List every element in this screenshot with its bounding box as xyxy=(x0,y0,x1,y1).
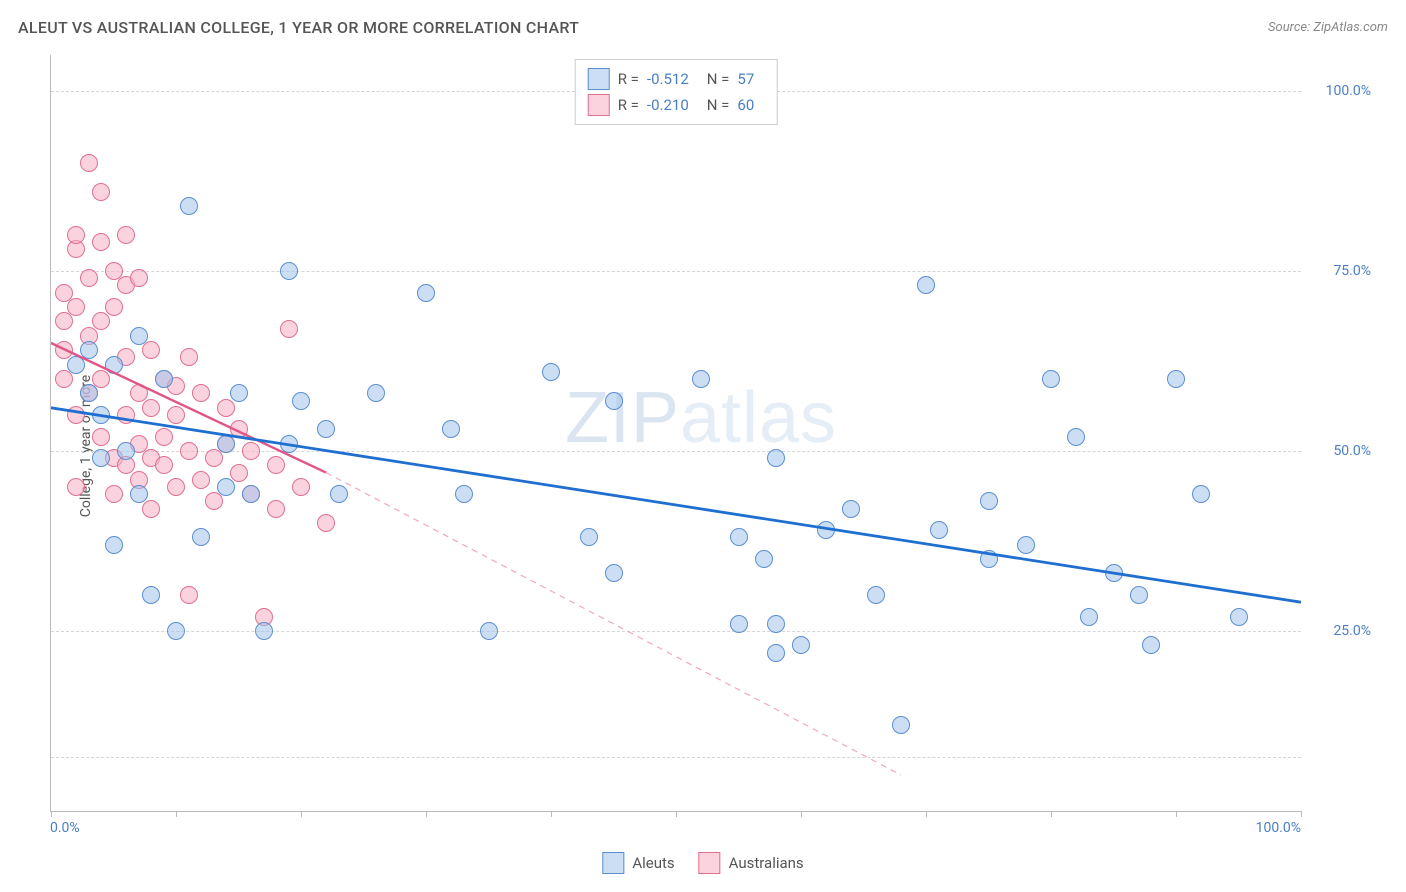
aleuts-point xyxy=(117,442,135,460)
aleuts-point xyxy=(980,492,998,510)
chart-title: ALEUT VS AUSTRALIAN COLLEGE, 1 YEAR OR M… xyxy=(18,18,579,37)
aleuts-points-layer xyxy=(51,55,1301,811)
aleuts-point xyxy=(542,363,560,381)
aleuts-point xyxy=(1142,636,1160,654)
aleuts-point xyxy=(167,622,185,640)
aleuts-point xyxy=(155,370,173,388)
r-value: -0.512 xyxy=(647,70,689,88)
aleuts-point xyxy=(755,550,773,568)
correlation-legend-row-australians: R = -0.210 N = 60 xyxy=(588,92,765,118)
r-label: R = xyxy=(618,70,639,88)
n-value: 60 xyxy=(737,96,754,114)
aleuts-point xyxy=(142,586,160,604)
aleuts-point xyxy=(605,392,623,410)
aleuts-point xyxy=(330,485,348,503)
x-axis-min-label: 0.0% xyxy=(50,820,80,836)
aleuts-point xyxy=(292,392,310,410)
y-tick-label: 25.0% xyxy=(1311,623,1371,639)
aleuts-point xyxy=(767,615,785,633)
chart-container: College, 1 year or more ZIPatlas 25.0%50… xyxy=(50,55,1376,837)
aleuts-point xyxy=(892,716,910,734)
aleuts-point xyxy=(1192,485,1210,503)
legend-swatch-blue xyxy=(588,68,610,90)
aleuts-point xyxy=(1130,586,1148,604)
correlation-legend-row-aleuts: R = -0.512 N = 57 xyxy=(588,66,765,92)
n-label: N = xyxy=(707,96,730,114)
legend-swatch-pink xyxy=(588,94,610,116)
aleuts-point xyxy=(980,550,998,568)
aleuts-point xyxy=(67,356,85,374)
aleuts-point xyxy=(217,478,235,496)
legend-label: Australians xyxy=(729,854,804,872)
x-axis-max-label: 100.0% xyxy=(1256,820,1301,836)
n-value: 57 xyxy=(737,70,754,88)
aleuts-point xyxy=(867,586,885,604)
aleuts-point xyxy=(692,370,710,388)
aleuts-point xyxy=(280,435,298,453)
aleuts-point xyxy=(1167,370,1185,388)
n-label: N = xyxy=(707,70,730,88)
aleuts-point xyxy=(605,564,623,582)
legend-label: Aleuts xyxy=(632,854,674,872)
aleuts-point xyxy=(480,622,498,640)
correlation-legend: R = -0.512 N = 57 R = -0.210 N = 60 xyxy=(575,59,778,125)
y-tick-label: 50.0% xyxy=(1311,443,1371,459)
aleuts-point xyxy=(130,327,148,345)
aleuts-point xyxy=(105,356,123,374)
legend-item-aleuts: Aleuts xyxy=(602,852,674,874)
x-tick xyxy=(1301,811,1302,817)
aleuts-point xyxy=(242,485,260,503)
legend-swatch-blue xyxy=(602,852,624,874)
aleuts-point xyxy=(1080,608,1098,626)
x-axis-labels: 0.0% 100.0% xyxy=(50,812,1301,837)
aleuts-point xyxy=(1105,564,1123,582)
aleuts-point xyxy=(930,521,948,539)
chart-header: ALEUT VS AUSTRALIAN COLLEGE, 1 YEAR OR M… xyxy=(18,18,1388,37)
aleuts-point xyxy=(92,449,110,467)
aleuts-point xyxy=(367,384,385,402)
legend-item-australians: Australians xyxy=(699,852,804,874)
aleuts-point xyxy=(730,615,748,633)
aleuts-point xyxy=(455,485,473,503)
aleuts-point xyxy=(730,528,748,546)
aleuts-point xyxy=(1230,608,1248,626)
aleuts-point xyxy=(192,528,210,546)
aleuts-point xyxy=(105,536,123,554)
aleuts-point xyxy=(92,406,110,424)
series-legend: Aleuts Australians xyxy=(602,852,803,874)
aleuts-point xyxy=(130,485,148,503)
aleuts-point xyxy=(217,435,235,453)
y-tick-label: 100.0% xyxy=(1311,83,1371,99)
aleuts-point xyxy=(317,420,335,438)
aleuts-point xyxy=(842,500,860,518)
aleuts-point xyxy=(767,449,785,467)
aleuts-point xyxy=(1042,370,1060,388)
aleuts-point xyxy=(180,197,198,215)
aleuts-point xyxy=(767,644,785,662)
plot-area: ZIPatlas 25.0%50.0%75.0%100.0% R = -0.51… xyxy=(50,55,1301,812)
aleuts-point xyxy=(80,341,98,359)
r-label: R = xyxy=(618,96,639,114)
aleuts-point xyxy=(442,420,460,438)
y-tick-label: 75.0% xyxy=(1311,263,1371,279)
aleuts-point xyxy=(917,276,935,294)
aleuts-point xyxy=(255,622,273,640)
aleuts-point xyxy=(417,284,435,302)
r-value: -0.210 xyxy=(647,96,689,114)
aleuts-point xyxy=(280,262,298,280)
aleuts-point xyxy=(1067,428,1085,446)
aleuts-point xyxy=(580,528,598,546)
chart-source: Source: ZipAtlas.com xyxy=(1268,20,1388,35)
aleuts-point xyxy=(1017,536,1035,554)
aleuts-point xyxy=(80,384,98,402)
legend-swatch-pink xyxy=(699,852,721,874)
aleuts-point xyxy=(792,636,810,654)
aleuts-point xyxy=(230,384,248,402)
aleuts-point xyxy=(817,521,835,539)
